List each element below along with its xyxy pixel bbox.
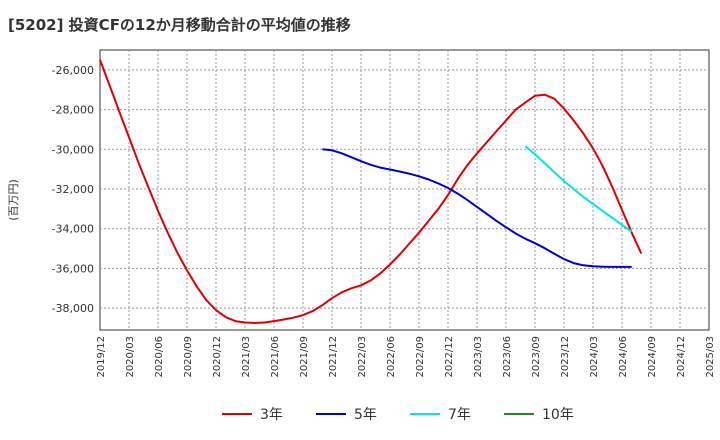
x-tick-label: 2023/12: [560, 336, 571, 378]
x-tick-label: 2024/06: [618, 336, 629, 378]
x-tick-label: 2022/12: [444, 336, 455, 378]
legend-swatch: [504, 413, 534, 415]
legend: 3年 5年 7年 10年: [0, 402, 720, 426]
legend-swatch: [410, 413, 440, 415]
x-tick-label: 2021/09: [299, 336, 310, 378]
x-tick-label: 2021/06: [270, 336, 281, 378]
x-tick-label: 2021/12: [328, 336, 339, 378]
series-line-7年: [524, 145, 633, 233]
chart-title: [5202] 投資CFの12か月移動合計の平均値の推移: [8, 16, 351, 34]
y-tick-label: -30,000: [52, 143, 94, 156]
x-tick-label: 2022/06: [386, 336, 397, 378]
x-tick-label: 2020/03: [125, 336, 136, 378]
x-axis: 2019/12 2020/03 2020/06 2020/09 2020/12 2021/…: [96, 336, 716, 378]
y-tick-label: -36,000: [52, 262, 94, 275]
x-tick-label: 2023/06: [502, 336, 513, 378]
y-tick-label: -26,000: [52, 64, 94, 77]
series: [99, 59, 643, 324]
x-tick-label: 2020/12: [212, 336, 223, 378]
legend-item: 10年: [504, 402, 574, 426]
y-axis-label: (百万円): [7, 179, 20, 221]
x-tick-label: 2021/03: [241, 336, 252, 378]
plot-area: [99, 49, 710, 331]
x-tick-label: 2025/03: [705, 336, 716, 378]
legend-swatch: [316, 413, 346, 415]
x-tick-label: 2020/06: [154, 336, 165, 378]
x-tick-label: 2022/03: [357, 336, 368, 378]
series-line-5年: [322, 148, 632, 268]
legend-label: 7年: [448, 407, 471, 423]
y-tick-label: -34,000: [52, 223, 94, 236]
x-tick-label: 2019/12: [96, 336, 107, 378]
y-axis: -26,000 -28,000 -30,000 -32,000 -34,000 -36,0…: [52, 64, 94, 315]
x-tick-label: 2020/09: [183, 336, 194, 378]
legend-label: 5年: [354, 407, 377, 423]
y-tick-label: -28,000: [52, 104, 94, 117]
y-tick-label: -32,000: [52, 183, 94, 196]
x-tick-label: 2024/09: [647, 336, 658, 378]
grid: [100, 50, 709, 330]
legend-label: 3年: [260, 407, 283, 423]
x-tick-label: 2023/09: [531, 336, 542, 378]
x-tick-label: 2024/03: [589, 336, 600, 378]
x-tick-label: 2022/09: [415, 336, 426, 378]
legend-label: 10年: [542, 407, 574, 423]
y-tick-label: -38,000: [52, 302, 94, 315]
legend-item: 3年: [222, 402, 283, 426]
x-tick-label: 2023/03: [473, 336, 484, 378]
x-tick-label: 2024/12: [676, 336, 687, 378]
legend-item: 7年: [410, 402, 471, 426]
legend-swatch: [222, 413, 252, 415]
series-line-3年: [99, 59, 643, 324]
legend-item: 5年: [316, 402, 377, 426]
